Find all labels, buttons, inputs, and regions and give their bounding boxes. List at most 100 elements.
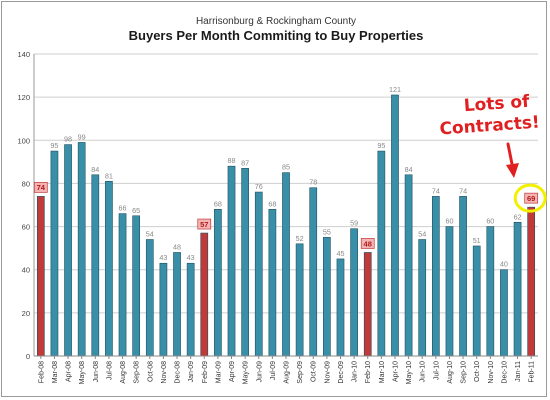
bar-Jan-10 — [350, 228, 358, 357]
data-label-Jan-09: 43 — [187, 253, 195, 262]
y-tick-label: 80 — [22, 179, 30, 188]
y-tick-label: 0 — [26, 352, 30, 361]
bar-Apr-10 — [391, 94, 399, 357]
data-label-Oct-09: 78 — [309, 178, 317, 187]
bar-Sep-10 — [459, 196, 467, 357]
bar-Apr-08 — [64, 144, 72, 357]
data-label-Feb-08: 74 — [37, 183, 46, 192]
bar-Jun-09 — [254, 191, 263, 357]
x-tick-label: Jun-09 — [256, 361, 263, 383]
x-tick-label: Oct-08 — [147, 361, 154, 382]
x-tick-label: Feb-09 — [202, 361, 209, 383]
x-tick-label: Jan-10 — [352, 361, 359, 383]
x-tick-label: May-09 — [243, 361, 250, 384]
x-tick-label: Sep-09 — [297, 361, 304, 384]
bar-Mar-08 — [50, 150, 59, 357]
chart-title: Buyers Per Month Commiting to Buy Proper… — [129, 28, 424, 43]
annotation-line-2: Contracts! — [439, 113, 540, 140]
x-tick-label: May-08 — [79, 361, 86, 384]
x-tick-label: Mar-10 — [379, 361, 386, 383]
x-tick-label: Mar-09 — [215, 361, 222, 383]
bar-Dec-09 — [336, 258, 345, 357]
x-tick-label: Sep-10 — [461, 361, 468, 384]
data-labels: 74 95 98 99 84 81 66 65 54 43 48 43 57 68 88 87 76 68 85 52… — [33, 85, 539, 269]
data-label-Dec-10: 40 — [500, 260, 508, 269]
data-label-Feb-11: 69 — [527, 194, 535, 203]
data-label-Aug-08: 66 — [119, 204, 127, 213]
bar-Aug-10 — [445, 226, 454, 357]
data-label-Jan-11: 62 — [514, 212, 522, 221]
chart-subtitle: Harrisonburg & Rockingham County — [196, 16, 356, 27]
bar-Feb-10 — [363, 252, 372, 357]
data-label-Jan-10: 59 — [350, 219, 358, 228]
bar-May-09 — [241, 168, 249, 357]
data-label-Mar-09: 68 — [214, 199, 222, 208]
y-tick-label: 120 — [17, 93, 30, 102]
y-tick-label: 140 — [17, 50, 30, 59]
data-label-Aug-10: 60 — [445, 217, 453, 226]
bar-Oct-10 — [472, 245, 481, 357]
data-label-Nov-08: 43 — [159, 253, 167, 262]
x-tick-label: Feb-11 — [529, 361, 536, 383]
bar-Jun-08 — [91, 174, 100, 357]
bar-Apr-09 — [227, 165, 236, 357]
data-label-Dec-09: 45 — [336, 249, 344, 258]
x-tick-label: Feb-08 — [38, 361, 45, 383]
bar-Feb-11 — [527, 206, 536, 357]
data-label-Apr-09: 88 — [228, 156, 236, 165]
x-tick-label: Dec-08 — [175, 361, 182, 384]
bar-Nov-08 — [159, 262, 168, 357]
y-tick-label: 60 — [22, 223, 30, 232]
x-tick-label: Nov-10 — [488, 361, 495, 384]
data-label-May-10: 84 — [405, 165, 413, 174]
data-label-Sep-09: 52 — [296, 234, 304, 243]
x-tick-label: Mar-08 — [52, 361, 59, 383]
data-label-Oct-10: 51 — [473, 236, 481, 245]
x-tick-label: Oct-09 — [311, 361, 318, 382]
data-label-box — [33, 182, 48, 193]
x-tick-label: Jul-10 — [433, 361, 440, 380]
data-label-May-09: 87 — [241, 158, 249, 167]
data-label-Jul-09: 68 — [268, 199, 276, 208]
data-label-Sep-10: 74 — [459, 186, 467, 195]
data-label-May-08: 99 — [78, 132, 86, 141]
x-tick-label: Jul-08 — [106, 361, 113, 380]
bar-Mar-10 — [377, 150, 386, 357]
data-label-Dec-08: 48 — [173, 242, 181, 251]
x-tick-label: Jan-09 — [188, 361, 195, 383]
x-tick-label: Oct-10 — [474, 361, 481, 382]
data-label-Apr-08: 98 — [64, 135, 72, 144]
x-tick-label: Dec-10 — [501, 361, 508, 384]
x-tick-label: Nov-08 — [161, 361, 168, 384]
bar-Nov-09 — [323, 237, 331, 357]
data-label-Mar-10: 95 — [377, 141, 385, 150]
highlight-circle — [513, 183, 547, 213]
y-tick-label: 20 — [22, 309, 30, 318]
data-label-Mar-08: 95 — [50, 141, 58, 150]
data-label-box — [360, 238, 375, 249]
bar-Sep-08 — [132, 215, 141, 357]
data-label-Jul-10: 74 — [432, 186, 440, 195]
bar-Mar-09 — [214, 209, 222, 357]
bar-Jul-08 — [105, 180, 113, 357]
x-tick-label: Sep-08 — [134, 361, 141, 384]
bar-Aug-09 — [282, 172, 290, 357]
x-tick-label: Apr-08 — [66, 361, 73, 382]
x-tick-label: May-10 — [406, 361, 413, 384]
bar-Jan-11 — [513, 221, 522, 357]
x-tick-label: Apr-09 — [229, 361, 236, 382]
x-tick-label: Dec-09 — [338, 361, 345, 384]
data-label-Feb-09: 57 — [200, 220, 208, 229]
bar-Dec-10 — [500, 269, 508, 357]
annotation-arrowhead — [506, 163, 519, 178]
y-tick-label: 40 — [22, 266, 30, 275]
x-tick-label: Jul-09 — [270, 361, 277, 380]
bar-Sep-09 — [295, 243, 304, 357]
bars — [36, 94, 536, 357]
x-tick-label: Apr-10 — [392, 361, 399, 382]
data-label-Nov-09: 55 — [323, 227, 331, 236]
x-tick-label: Aug-10 — [447, 361, 454, 384]
annotation-line-1: Lots of — [463, 92, 531, 117]
